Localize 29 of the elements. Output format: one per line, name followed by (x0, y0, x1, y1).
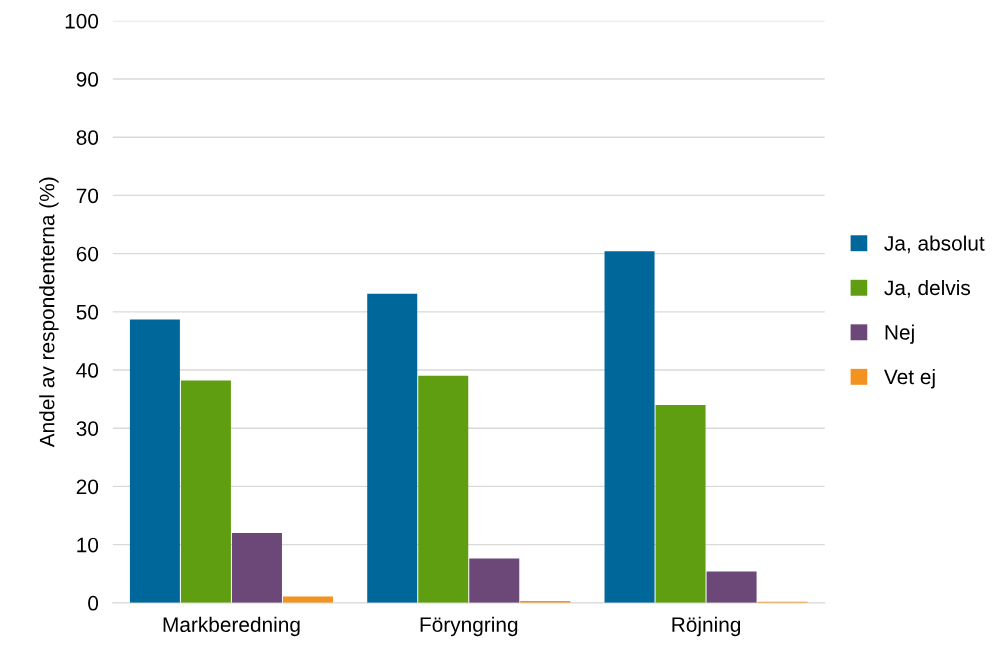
y-tick-label: 70 (76, 188, 99, 204)
legend-label: Nej (885, 324, 914, 344)
y-tick-label: 30 (76, 421, 99, 436)
bar (655, 404, 706, 603)
legend-label: Vet ej (884, 368, 935, 389)
y-tick-label: 40 (76, 363, 99, 378)
bar (367, 293, 418, 603)
x-tick-label: Markberedning (163, 616, 300, 637)
bar (418, 375, 469, 603)
bar (180, 380, 231, 603)
y-tick-label: 90 (76, 72, 99, 87)
bar (706, 571, 757, 603)
legend-label: Ja, delvis (884, 279, 971, 298)
y-tick-label: 80 (76, 130, 99, 145)
y-axis-title: Andel av respondenterna (%) (39, 177, 59, 448)
y-tick-label: 60 (76, 246, 99, 262)
bar (129, 319, 180, 603)
y-tick-label: 10 (77, 537, 99, 553)
y-tick-label: 100 (65, 13, 99, 29)
x-tick-label: Föryngring (420, 616, 518, 637)
bar (469, 558, 520, 603)
bar (604, 251, 655, 603)
bar (282, 596, 333, 603)
legend-label: Ja, absolut (884, 235, 985, 254)
y-tick-label: 0 (88, 595, 99, 611)
bar (231, 532, 282, 603)
y-tick-label: 50 (76, 304, 99, 320)
y-tick-label: 20 (76, 479, 99, 495)
x-tick-label: Röjning (672, 616, 741, 637)
